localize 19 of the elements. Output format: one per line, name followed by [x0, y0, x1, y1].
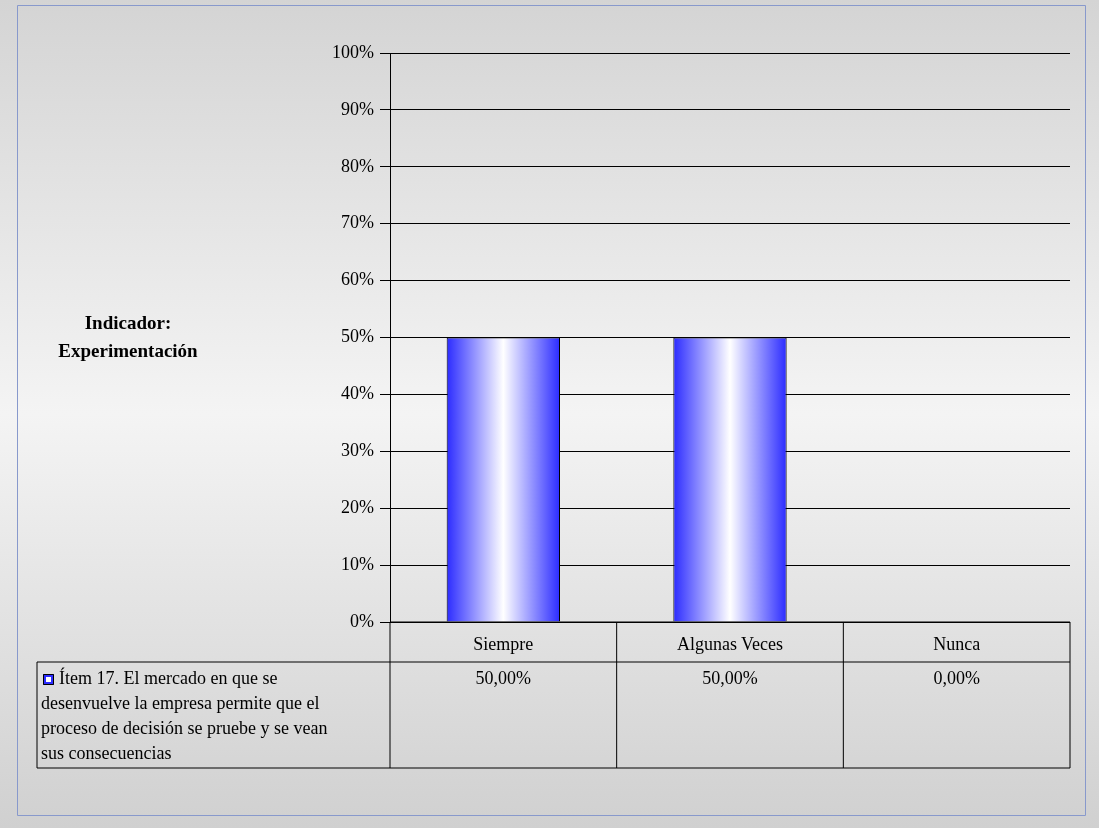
y-tick-label: 70% — [341, 212, 374, 233]
y-tick-label: 50% — [341, 326, 374, 347]
text: Indicador: Experimentación — [58, 311, 199, 361]
y-tick-label: 0% — [350, 610, 374, 631]
legend-label: Ítem 17. El mercado en que se desenvuelve la empresa permite que el proceso de decisión se pruebe y se vean sus consecuencias — [41, 666, 328, 763]
data-label: 50,00% — [475, 667, 532, 688]
y-tick-label: 80% — [341, 155, 374, 176]
data-label: 50,00% — [702, 667, 758, 688]
data-label: 0,00% — [933, 667, 980, 688]
y-tick-label: 60% — [341, 269, 374, 290]
y-tick-label: 10% — [341, 553, 374, 574]
y-tick-label: 40% — [341, 383, 374, 404]
y-tick-label: 90% — [341, 98, 374, 119]
y-tick-label: 30% — [341, 440, 374, 461]
x-tick-label: Siempre — [473, 633, 534, 654]
y-tick-label: 100% — [332, 41, 374, 62]
y-tick-label: 20% — [341, 496, 374, 517]
x-tick-label: Algunas Veces — [676, 633, 784, 654]
x-tick-label: Nunca — [933, 633, 981, 654]
